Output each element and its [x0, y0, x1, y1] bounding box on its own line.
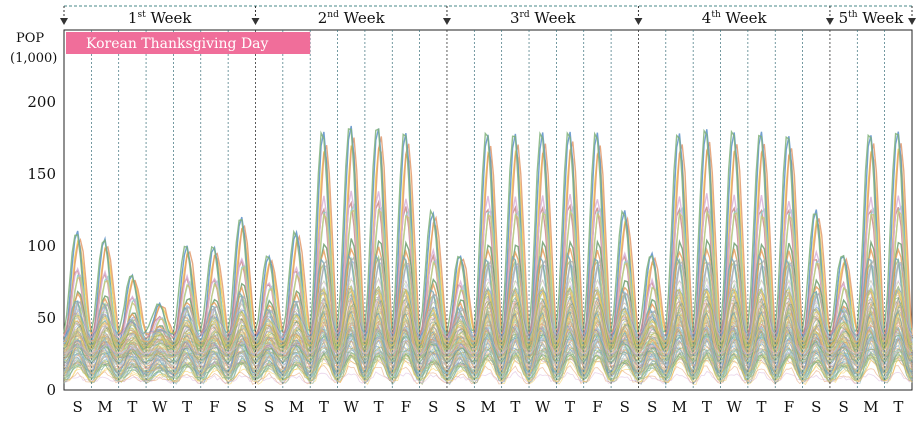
x-tick-label: F — [401, 398, 411, 416]
y-tick-label: 100 — [27, 237, 56, 255]
week-label: 1st Week — [128, 9, 193, 27]
x-tick-label: T — [374, 398, 384, 416]
holiday-band: Korean Thanksgiving Day — [66, 32, 311, 54]
series-line — [63, 276, 913, 339]
y-tick-label: 200 — [27, 93, 56, 111]
x-tick-label: M — [480, 398, 495, 416]
x-tick-label: T — [182, 398, 192, 416]
series-line — [63, 370, 913, 385]
x-tick-label: M — [289, 398, 304, 416]
holiday-highlight — [66, 32, 311, 54]
y-tick-label: 0 — [46, 381, 56, 399]
series-line — [63, 303, 913, 361]
x-tick-label: S — [620, 398, 630, 416]
x-tick-label: M — [672, 398, 687, 416]
series-lines — [63, 125, 913, 386]
x-tick-label: T — [565, 398, 575, 416]
x-tick-label: S — [647, 398, 657, 416]
week-label: 4th Week — [702, 9, 768, 27]
y-tick-label: 50 — [37, 309, 56, 327]
series-line — [63, 325, 913, 359]
x-tick-label: S — [838, 398, 848, 416]
week-label: 3rd Week — [510, 9, 576, 27]
series-line — [63, 325, 913, 381]
y-axis-unit: (1,000) — [10, 51, 57, 66]
y-tick-labels: 0 50 100 150 200 — [27, 93, 56, 399]
x-tick-label: W — [344, 398, 360, 416]
series-line — [63, 348, 913, 369]
x-tick-label: W — [726, 398, 742, 416]
x-tick-label: S — [264, 398, 274, 416]
series-line — [63, 283, 913, 344]
series-line — [63, 309, 913, 376]
x-tick-label: T — [893, 398, 903, 416]
y-axis-label: POP — [16, 31, 44, 46]
x-tick-label: S — [428, 398, 438, 416]
x-tick-label: S — [237, 398, 247, 416]
series-line — [63, 349, 913, 382]
week-boundary-arrow — [634, 18, 643, 25]
week-boundary-arrow — [251, 18, 260, 25]
day-dividers — [91, 30, 885, 390]
week-label: 5th Week — [839, 9, 905, 27]
x-tick-label: S — [73, 398, 83, 416]
x-tick-label: F — [592, 398, 602, 416]
x-tick-label: W — [152, 398, 168, 416]
week-label: 2nd Week — [318, 9, 386, 27]
week-boundary-arrow — [442, 18, 451, 25]
x-tick-label: T — [757, 398, 767, 416]
week-labels: 1st Week 2nd Week 3rd Week 4th Week 5th Week — [60, 6, 916, 27]
x-tick-label: F — [784, 398, 794, 416]
week-boundary-arrow — [908, 18, 916, 25]
plot-area: Korean Thanksgiving Day — [63, 29, 913, 391]
x-tick-label: M — [863, 398, 878, 416]
x-tick-label: F — [209, 398, 219, 416]
week-header: 1st Week 2nd Week 3rd Week 4th Week 5th Week — [60, 5, 916, 27]
y-tick-label: 150 — [27, 165, 56, 183]
x-tick-label: S — [811, 398, 821, 416]
series-line — [63, 287, 913, 338]
week-boundary-arrow — [60, 18, 68, 25]
x-tick-label: T — [127, 398, 137, 416]
holiday-label: Korean Thanksgiving Day — [86, 36, 269, 52]
series-line — [63, 359, 913, 384]
plot-frame — [63, 29, 913, 391]
week-boundary-arrow — [825, 18, 834, 25]
x-tick-label: W — [535, 398, 551, 416]
x-tick-label: T — [319, 398, 329, 416]
x-tick-label: T — [510, 398, 520, 416]
x-tick-label: M — [97, 398, 112, 416]
x-tick-label: S — [456, 398, 466, 416]
x-tick-label: T — [702, 398, 712, 416]
y-axis: POP (1,000) 0 50 100 150 200 — [10, 31, 57, 399]
